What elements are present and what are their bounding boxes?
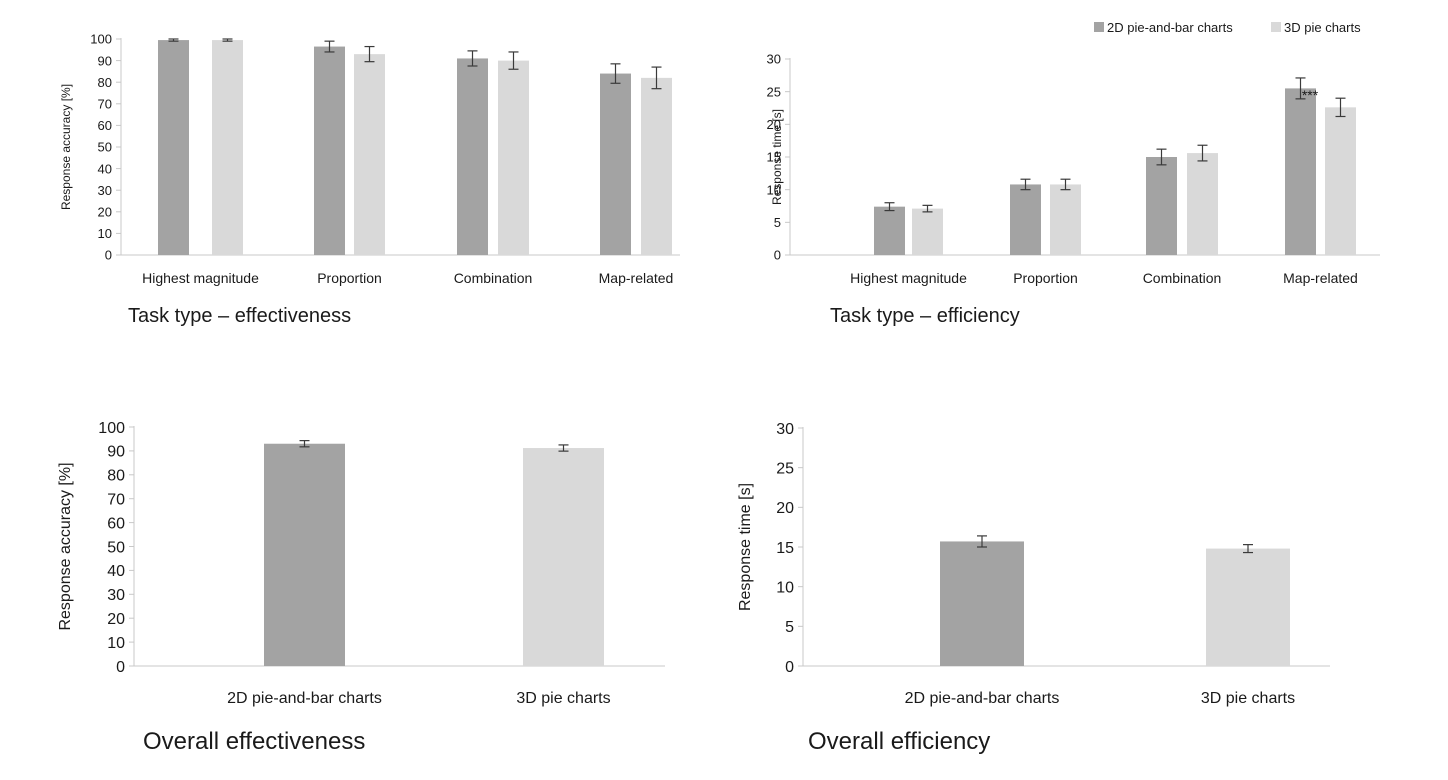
task-efficiency-category-label: Highest magnitude — [850, 270, 967, 286]
task-efficiency-y-tick-label: 20 — [767, 117, 781, 132]
task-efficiency-category-label: Map-related — [1283, 270, 1358, 286]
legend-label-3d: 3D pie charts — [1284, 20, 1361, 35]
overall-effectiveness-y-tick-label: 100 — [98, 420, 125, 437]
overall-efficiency-y-tick-label: 5 — [785, 619, 794, 636]
overall-efficiency-y-axis-label: Response time [s] — [737, 483, 754, 611]
overall-effectiveness-y-tick-label: 10 — [107, 635, 125, 652]
overall-efficiency-y-tick-label: 10 — [776, 579, 794, 596]
task-efficiency-bar-3d — [1187, 153, 1218, 255]
task-effectiveness-y-tick-label: 10 — [98, 226, 112, 241]
task-efficiency-y-tick-label: 10 — [767, 182, 781, 197]
task-effectiveness-category-label: Combination — [454, 270, 533, 286]
overall-effectiveness-y-tick-label: 30 — [107, 587, 125, 604]
task-efficiency-y-tick-label: 25 — [767, 84, 781, 99]
task-effectiveness-bar-2d — [314, 46, 345, 256]
task-effectiveness-bar-3d — [212, 40, 243, 255]
task-effectiveness-bar-2d — [158, 40, 189, 255]
overall-efficiency-y-tick-label: 30 — [776, 421, 794, 438]
task-efficiency-bar-3d — [912, 208, 943, 255]
overall-efficiency-y-tick-label: 20 — [776, 500, 794, 517]
task-efficiency-y-tick-label: 15 — [767, 150, 781, 165]
overall-efficiency-category-label: 2D pie-and-bar charts — [905, 690, 1060, 707]
task-effectiveness-y-tick-label: 90 — [98, 53, 112, 68]
task-effectiveness-y-tick-label: 60 — [98, 118, 112, 133]
task-effectiveness-category-label: Highest magnitude — [142, 270, 259, 286]
task-effectiveness-y-tick-label: 0 — [105, 248, 112, 263]
overall-efficiency-bar — [1206, 548, 1290, 666]
task-efficiency-bar-2d — [1010, 184, 1041, 255]
overall-efficiency-y-tick-label: 0 — [785, 659, 794, 676]
legend-swatch-2d — [1094, 22, 1104, 32]
overall-effectiveness-y-tick-label: 60 — [107, 515, 125, 532]
overall-effectiveness-bar — [264, 443, 345, 666]
chart-task-efficiency: 0 5 10 15 20 25 30 Response time [s] Task type –… — [767, 52, 1380, 327]
task-effectiveness-title: Task type – effectiveness — [128, 305, 351, 327]
task-effectiveness-bar-3d — [641, 77, 672, 255]
overall-effectiveness-y-tick-label: 80 — [107, 468, 125, 485]
task-effectiveness-y-axis-label: Response accuracy [%] — [59, 84, 73, 210]
overall-efficiency-y-tick-label: 25 — [776, 460, 794, 477]
overall-effectiveness-y-tick-label: 0 — [116, 659, 125, 676]
task-effectiveness-bar-2d — [457, 58, 488, 255]
task-efficiency-title: Task type – efficiency — [830, 305, 1020, 327]
overall-efficiency-bar — [940, 541, 1024, 666]
task-efficiency-bar-2d — [1285, 88, 1316, 256]
task-efficiency-y-axis-label: Response time [s] — [770, 109, 784, 205]
task-effectiveness-y-tick-label: 80 — [98, 75, 112, 90]
legend-label-2d: 2D pie-and-bar charts — [1107, 20, 1233, 35]
legend-swatch-3d — [1271, 22, 1281, 32]
task-effectiveness-y-tick-label: 20 — [98, 204, 112, 219]
task-effectiveness-category-label: Proportion — [317, 270, 382, 286]
chart-overall-effectiveness: 0 10 20 30 40 50 60 70 80 90 100 Response accuracy … — [57, 420, 665, 755]
task-effectiveness-bar-3d — [498, 60, 529, 255]
task-efficiency-y-tick-label: 5 — [774, 215, 781, 230]
overall-effectiveness-y-tick-label: 20 — [107, 611, 125, 628]
task-effectiveness-category-label: Map-related — [599, 270, 674, 286]
overall-effectiveness-y-tick-label: 50 — [107, 539, 125, 556]
task-efficiency-bar-2d — [874, 206, 905, 255]
overall-effectiveness-y-tick-label: 40 — [107, 563, 125, 580]
task-efficiency-bar-3d — [1325, 107, 1356, 255]
chart-overall-efficiency: 0 5 10 15 20 25 30 Response time [s] Overall eff… — [737, 421, 1330, 755]
chart-task-effectiveness: 0 10 20 30 40 50 60 70 80 90 100 Response accuracy … — [59, 32, 680, 327]
task-efficiency-significance-annotation: *** — [1302, 87, 1319, 103]
overall-efficiency-y-tick-label: 15 — [776, 540, 794, 557]
task-efficiency-bar-3d — [1050, 184, 1081, 255]
task-efficiency-y-tick-label: 0 — [774, 248, 781, 263]
task-effectiveness-y-tick-label: 100 — [90, 32, 112, 47]
overall-efficiency-category-label: 3D pie charts — [1201, 690, 1295, 707]
task-efficiency-category-label: Proportion — [1013, 270, 1078, 286]
task-efficiency-y-tick-label: 30 — [767, 52, 781, 67]
overall-effectiveness-category-label: 2D pie-and-bar charts — [227, 690, 382, 707]
overall-effectiveness-y-axis-label: Response accuracy [%] — [57, 462, 74, 630]
task-effectiveness-bar-2d — [600, 73, 631, 255]
overall-effectiveness-title: Overall effectiveness — [143, 728, 365, 755]
overall-efficiency-title: Overall efficiency — [808, 728, 990, 755]
task-effectiveness-y-tick-label: 40 — [98, 161, 112, 176]
task-efficiency-bar-2d — [1146, 157, 1177, 255]
task-effectiveness-y-tick-label: 50 — [98, 140, 112, 155]
overall-effectiveness-bar — [523, 448, 604, 666]
task-effectiveness-y-tick-label: 70 — [98, 96, 112, 111]
legend: 2D pie-and-bar charts 3D pie charts — [1094, 20, 1361, 35]
overall-effectiveness-y-tick-label: 70 — [107, 491, 125, 508]
overall-effectiveness-y-tick-label: 90 — [107, 444, 125, 461]
task-effectiveness-y-tick-label: 30 — [98, 183, 112, 198]
task-effectiveness-bar-3d — [354, 54, 385, 256]
task-efficiency-category-label: Combination — [1143, 270, 1222, 286]
overall-effectiveness-category-label: 3D pie charts — [516, 690, 610, 707]
